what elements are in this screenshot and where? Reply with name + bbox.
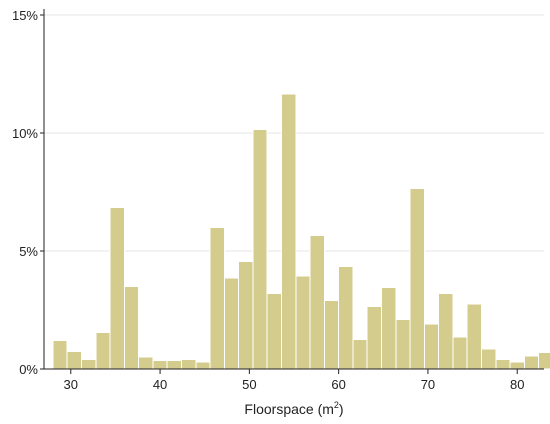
histogram-bar (295, 275, 311, 370)
histogram-bar (409, 187, 425, 370)
x-tick-label: 50 (242, 377, 256, 392)
histogram-bar (352, 339, 368, 370)
x-tick-label: 70 (421, 377, 435, 392)
histogram-bar (481, 348, 497, 370)
histogram-bar (95, 331, 111, 370)
histogram-bar (109, 206, 125, 370)
histogram-bar (52, 340, 68, 370)
histogram-bar (223, 277, 240, 370)
histogram-bar (509, 361, 525, 370)
histogram-bar (495, 359, 511, 370)
x-tick-label: 60 (331, 377, 345, 392)
histogram-bar (423, 323, 440, 370)
x-axis-title-main: Floorspace (m (244, 401, 333, 417)
y-tick-label: 0% (19, 362, 38, 377)
histogram-bar (323, 300, 340, 370)
histogram-bar (338, 265, 354, 370)
x-axis-title-suffix: ) (339, 401, 344, 417)
histogram-bar (395, 318, 411, 370)
histogram-bar (209, 226, 225, 370)
histogram-bar (538, 351, 550, 370)
bars (52, 93, 550, 370)
histogram-bar (138, 356, 154, 370)
histogram-bar (166, 360, 182, 370)
x-tick-label: 40 (153, 377, 167, 392)
histogram-bar (238, 261, 254, 370)
histogram-bar (366, 305, 383, 370)
histogram-bar (523, 355, 540, 370)
histogram-bar (66, 350, 83, 370)
histogram-bar (381, 287, 397, 370)
histogram-bar (252, 128, 268, 370)
x-tick-label: 30 (64, 377, 78, 392)
axes: 0% 5% 10% 15% 30 40 50 60 70 80 (12, 8, 544, 392)
histogram-bar (466, 303, 483, 370)
histogram-bar (195, 361, 211, 370)
histogram-bar (81, 359, 97, 370)
histogram-bar (266, 292, 283, 370)
x-axis-title-superscript: 2 (334, 400, 339, 410)
x-tick-label: 80 (510, 377, 524, 392)
y-tick-label: 5% (19, 244, 38, 259)
histogram-bar (309, 235, 325, 370)
histogram-bar (438, 292, 454, 370)
histogram-bar (281, 93, 297, 370)
y-tick-label: 10% (12, 126, 38, 141)
histogram-bar (152, 360, 168, 370)
y-tick-label: 15% (12, 8, 38, 23)
histogram-bar (452, 336, 468, 370)
histogram-bar (181, 359, 197, 370)
x-axis-title: Floorspace (m2) (244, 400, 343, 417)
histogram-bar (123, 285, 140, 370)
